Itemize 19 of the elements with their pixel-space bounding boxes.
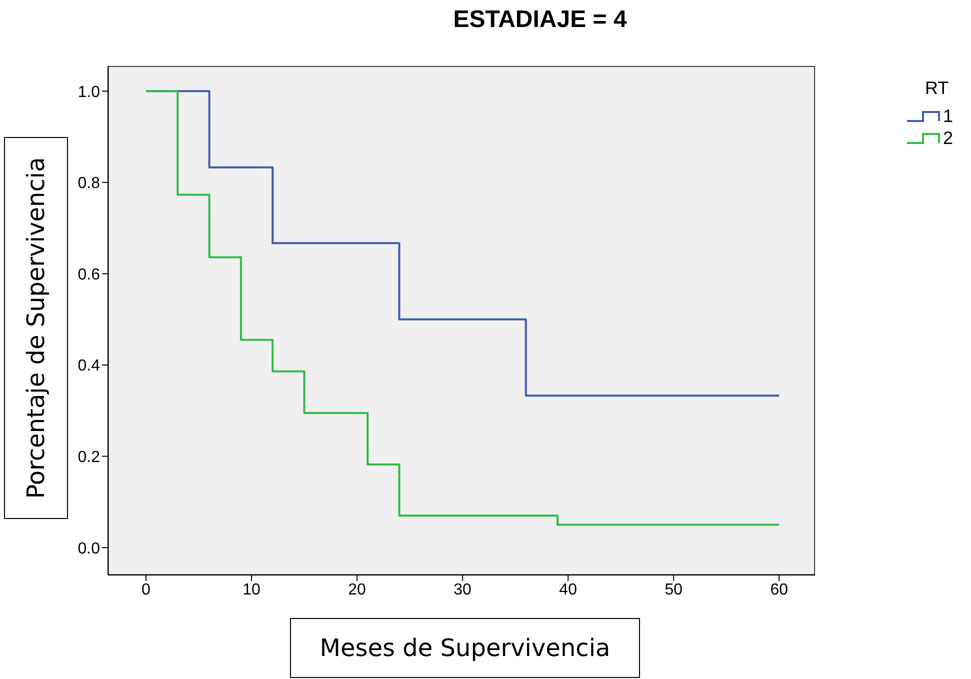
y-tick-label: 0.2 — [78, 448, 100, 466]
legend-label: 2 — [943, 128, 954, 148]
x-tick-label: 10 — [242, 581, 261, 598]
y-tick-label: 0.4 — [78, 358, 100, 375]
x-tick-label: 50 — [664, 581, 683, 598]
x-tick-label: 0 — [142, 581, 151, 598]
legend-label: 1 — [943, 106, 954, 126]
y-axis-title: Porcentaje de Supervivencia — [22, 157, 50, 499]
chart-title: ESTADIAJE = 4 — [452, 6, 628, 34]
x-tick-label: 60 — [770, 581, 788, 598]
x-tick-label: 30 — [454, 581, 472, 598]
y-tick-label: 0.6 — [78, 266, 100, 284]
y-tick-label: 0.8 — [78, 175, 100, 192]
x-axis-title: Meses de Supervivencia — [290, 618, 640, 678]
x-tick-label: 40 — [559, 581, 578, 598]
legend-title: RT — [925, 78, 950, 99]
y-tick-label: 0.0 — [78, 540, 100, 558]
x-tick-label: 20 — [348, 581, 366, 598]
y-tick-label: 1.0 — [78, 84, 100, 101]
